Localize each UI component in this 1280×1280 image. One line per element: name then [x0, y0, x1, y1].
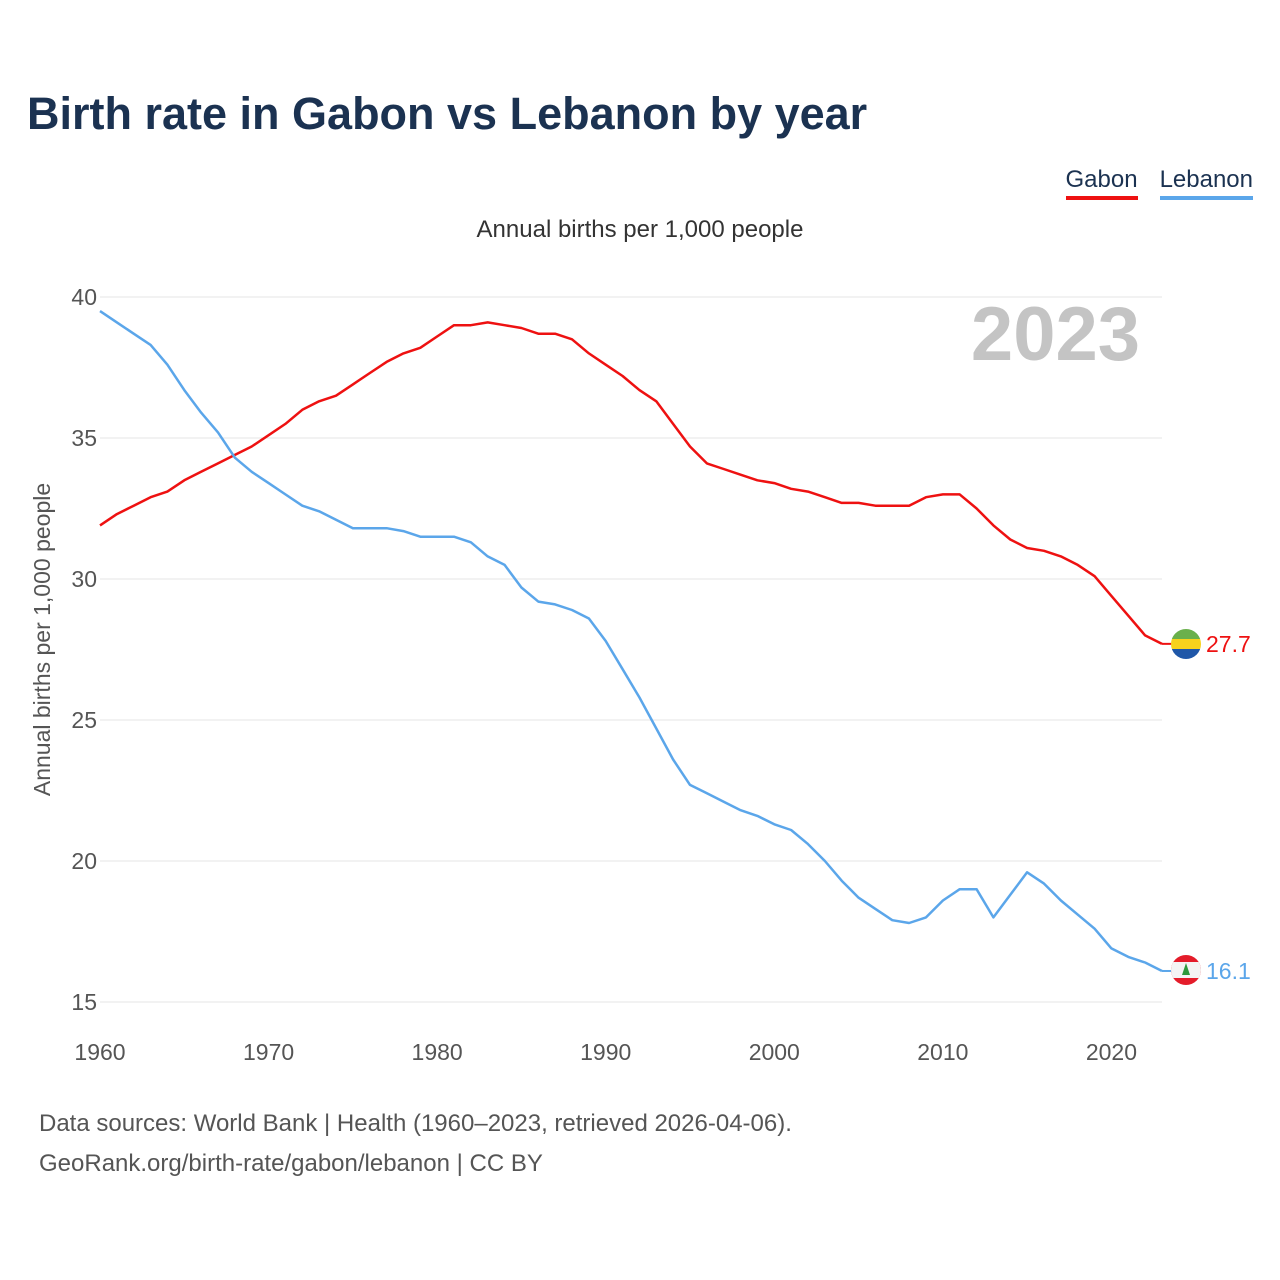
legend-item-gabon[interactable]: Gabon	[1065, 166, 1138, 200]
series	[99, 310, 1174, 973]
y-tick-label: 25	[71, 707, 97, 733]
series-line-gabon	[99, 321, 1163, 646]
chart-title: Birth rate in Gabon vs Lebanon by year	[27, 88, 868, 139]
x-tick-label: 1980	[412, 1039, 463, 1065]
x-tick-label: 2000	[749, 1039, 800, 1065]
end-label-gabon: 27.7	[1206, 631, 1251, 657]
y-tick-label: 15	[71, 989, 97, 1015]
series-line-lebanon	[99, 310, 1163, 973]
x-tick-label: 1970	[243, 1039, 294, 1065]
end-label-lebanon: 16.1	[1206, 958, 1251, 984]
y-tick-label: 35	[71, 425, 97, 451]
footer: Data sources: World Bank | Health (1960–…	[39, 1104, 792, 1184]
chart-subtitle: Annual births per 1,000 people	[476, 216, 804, 243]
footer-sources: Data sources: World Bank | Health (1960–…	[39, 1110, 792, 1137]
y-axis-label: Annual births per 1,000 people	[29, 483, 55, 796]
gabon-flag-icon	[1171, 629, 1201, 659]
legend: Gabon Lebanon	[1065, 166, 1253, 200]
end-labels: 27.7 16.1	[1206, 631, 1251, 984]
x-tick-label: 2020	[1086, 1039, 1137, 1065]
x-tick-label: 1960	[74, 1039, 125, 1065]
legend-item-lebanon[interactable]: Lebanon	[1159, 166, 1253, 200]
y-tick-label: 30	[71, 566, 97, 592]
axes: 15 20 25 30 35 40 1960 1970 1980 1990 2000 2010 2020…	[29, 284, 1137, 1065]
x-tick-label: 1990	[580, 1039, 631, 1065]
gridlines	[100, 296, 1162, 1003]
y-tick-label: 20	[71, 848, 97, 874]
y-tick-label: 40	[71, 284, 97, 310]
footer-link[interactable]: GeoRank.org/birth-rate/gabon/lebanon | C…	[39, 1150, 543, 1177]
x-tick-label: 2010	[917, 1039, 968, 1065]
lebanon-flag-icon	[1171, 955, 1201, 985]
year-watermark: 2023	[971, 292, 1140, 377]
